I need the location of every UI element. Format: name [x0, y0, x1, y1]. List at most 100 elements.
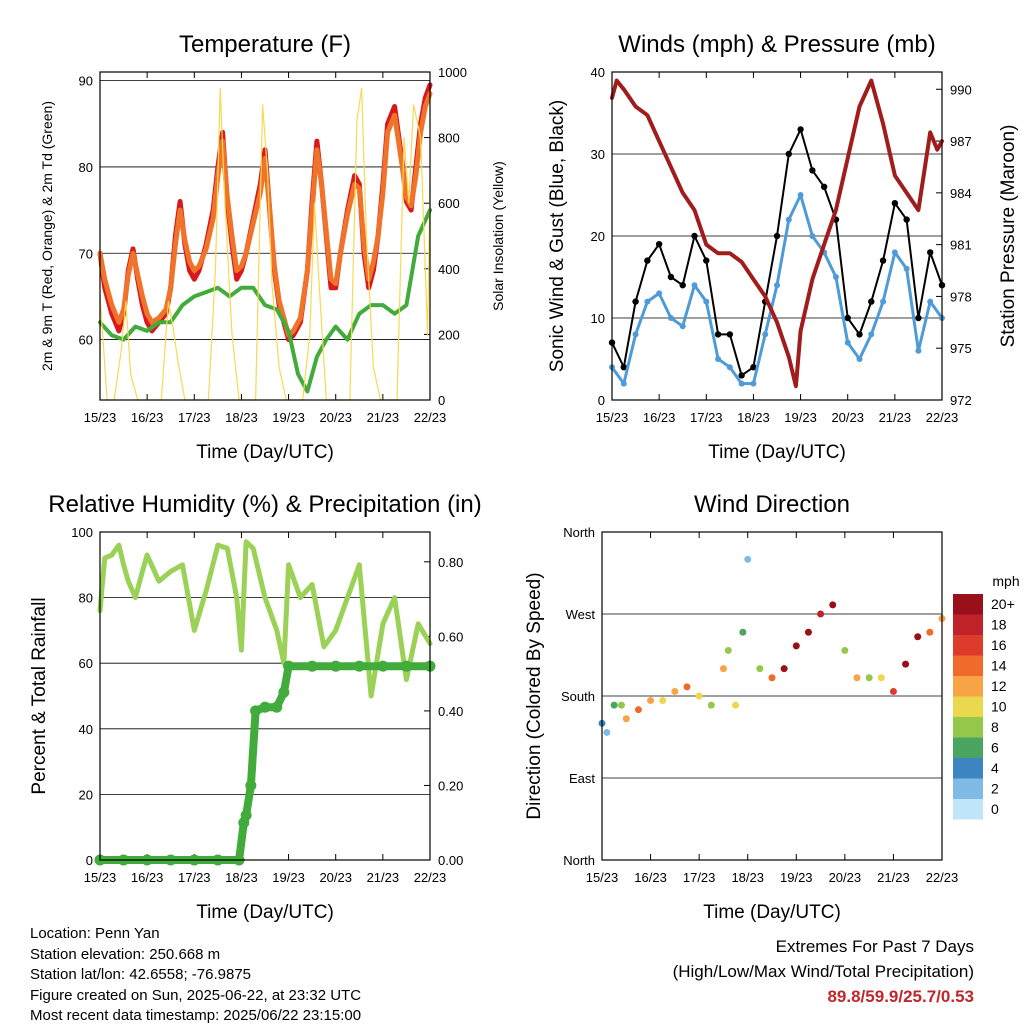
direction-ytick-label: East — [569, 771, 595, 786]
temperature-xtick-label: 18/23 — [225, 410, 258, 425]
humidity-panel: Relative Humidity (%) & Precipitation (i… — [29, 491, 482, 923]
direction-point — [817, 610, 825, 618]
winds-ylabel-right: Station Pressure (Maroon) — [998, 125, 1019, 348]
winds-point — [856, 331, 863, 338]
temperature-series-line — [99, 87, 431, 401]
colorbar-swatch — [953, 758, 983, 779]
colorbar-swatch — [953, 717, 983, 738]
winds-point — [655, 241, 663, 248]
winds-point — [891, 249, 898, 256]
direction-point — [732, 701, 740, 709]
colorbar-swatch — [953, 655, 983, 676]
winds-point — [644, 257, 651, 264]
location-text: Location: Penn Yan — [30, 925, 160, 942]
temperature-border — [99, 71, 431, 401]
colorbar: mph 20+ 18 16 14 12 10 8 6 4 2 0 — [953, 573, 1020, 820]
temperature-xtick-label: 17/23 — [178, 410, 211, 425]
colorbar-swatch — [953, 594, 983, 615]
winds-xtick-label: 19/23 — [784, 410, 817, 425]
direction-point — [780, 665, 788, 673]
direction-point — [610, 701, 618, 709]
colorbar-label: 6 — [991, 740, 999, 756]
winds-point — [644, 298, 651, 305]
created-text: Figure created on Sun, 2025-06-22, at 23… — [30, 986, 362, 1004]
temperature-xtick-label: 20/23 — [319, 410, 352, 425]
winds-point — [703, 257, 710, 264]
temperature-series-2m-td — [98, 208, 432, 394]
direction-xtick-label: 18/23 — [731, 870, 764, 885]
direction-xtick-label: 19/23 — [780, 870, 813, 885]
winds-ytick-right-label: 975 — [950, 341, 972, 356]
colorbar-label: 16 — [991, 637, 1007, 653]
direction-point — [647, 697, 655, 705]
winds-ytick-right-label: 990 — [950, 82, 972, 97]
humidity-precip-point — [377, 660, 389, 672]
winds-series-station-pressure — [610, 78, 944, 389]
humidity-xtick-label: 18/23 — [225, 870, 258, 885]
humidity-precip-point — [330, 660, 342, 672]
colorbar-swatch — [953, 635, 983, 656]
winds-panel: Winds (mph) & Pressure (mb) Time (Day/UTC… — [547, 31, 1019, 463]
winds-point — [773, 232, 781, 240]
winds-point — [656, 290, 663, 297]
colorbar-label: 4 — [991, 760, 999, 776]
winds-point — [726, 364, 733, 371]
winds-point — [797, 192, 804, 198]
winds-point — [632, 331, 639, 338]
humidity-xlabel: Time (Day/UTC) — [196, 902, 334, 923]
colorbar-label: 10 — [991, 699, 1007, 715]
winds-xtick-label: 20/23 — [831, 410, 864, 425]
temperature-ytick-right-label: 200 — [438, 327, 460, 342]
direction-point — [792, 642, 800, 650]
winds-point — [667, 273, 675, 281]
winds-point — [691, 282, 698, 289]
direction-point — [634, 706, 642, 714]
direction-point — [889, 687, 897, 695]
winds-ylabel-left: Sonic Wind & Gust (Blue, Black) — [547, 100, 568, 372]
winds-point — [679, 282, 686, 289]
latlon-text: Station lat/lon: 42.6558; -76.9875 — [30, 966, 252, 983]
winds-point — [762, 331, 769, 338]
direction-point — [739, 628, 747, 636]
winds-ytick-right-label: 978 — [950, 289, 972, 304]
colorbar-label: 14 — [991, 658, 1007, 674]
direction-panel: Wind Direction Time (Day/UTC) 15/23 16/23 17… — [524, 491, 958, 923]
colorbar-swatch — [953, 799, 983, 820]
temperature-ytick-right-label: 800 — [438, 131, 460, 146]
winds-point — [774, 282, 780, 289]
direction-ytick-label: North — [563, 525, 595, 540]
temperature-ytick-right-label: 0 — [438, 393, 445, 408]
direction-point — [707, 701, 715, 709]
winds-ytick-right-label: 981 — [950, 238, 972, 253]
winds-point — [738, 380, 745, 387]
winds-ytick-right-label: 984 — [950, 186, 972, 201]
winds-ytick-label: 20 — [591, 229, 605, 244]
winds-point — [927, 249, 934, 256]
humidity-ytick-label: 60 — [79, 656, 93, 671]
direction-xtick-label: 22/23 — [926, 870, 959, 885]
direction-point — [829, 601, 837, 609]
colorbar-swatch — [953, 778, 983, 799]
winds-point — [620, 380, 627, 387]
humidity-precip-point — [353, 660, 365, 672]
humidity-xtick-label: 16/23 — [131, 870, 164, 885]
direction-point — [683, 683, 691, 691]
extremes-title: Extremes For Past 7 Days — [775, 937, 974, 956]
extremes-values: 89.8/59.9/25.7/0.53 — [827, 987, 974, 1006]
direction-point — [865, 674, 873, 682]
humidity-precip-point — [250, 705, 262, 717]
temperature-ytick-label: 60 — [79, 333, 93, 348]
humidity-xtick-label: 17/23 — [178, 870, 211, 885]
direction-xtick-label: 16/23 — [634, 870, 667, 885]
winds-point — [620, 364, 627, 371]
direction-point — [853, 674, 861, 682]
station-info: Location: Penn Yan Station elevation: 25… — [30, 924, 361, 1027]
colorbar-label: 18 — [991, 617, 1007, 633]
winds-point — [715, 356, 722, 362]
direction-point — [671, 687, 679, 695]
direction-points — [598, 555, 946, 736]
direction-xtick-label: 20/23 — [829, 870, 862, 885]
humidity-border — [99, 531, 431, 861]
colorbar-label: 12 — [991, 678, 1007, 694]
colorbar-swatch — [953, 614, 983, 635]
